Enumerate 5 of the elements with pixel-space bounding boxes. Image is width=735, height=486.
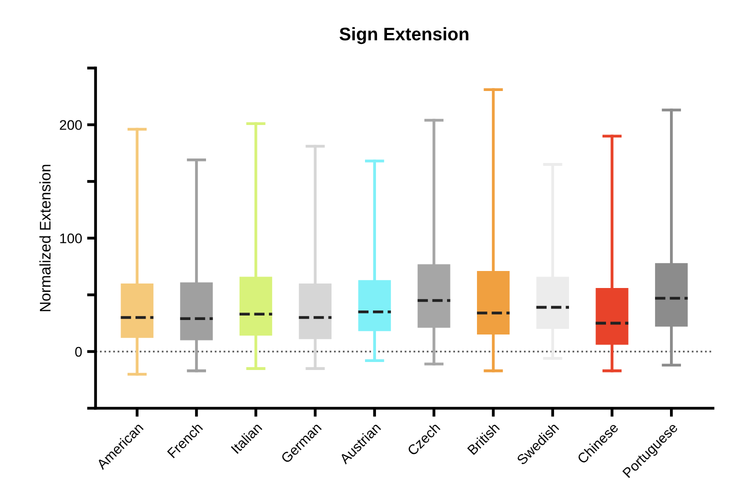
chart-title: Sign Extension (340, 27, 468, 44)
y-tick-label: 200 (60, 120, 82, 130)
y-tick-label: 100 (60, 233, 82, 244)
y-axis-title: Normalized Extension (39, 164, 51, 312)
y-tick-label: 0 (75, 346, 82, 357)
